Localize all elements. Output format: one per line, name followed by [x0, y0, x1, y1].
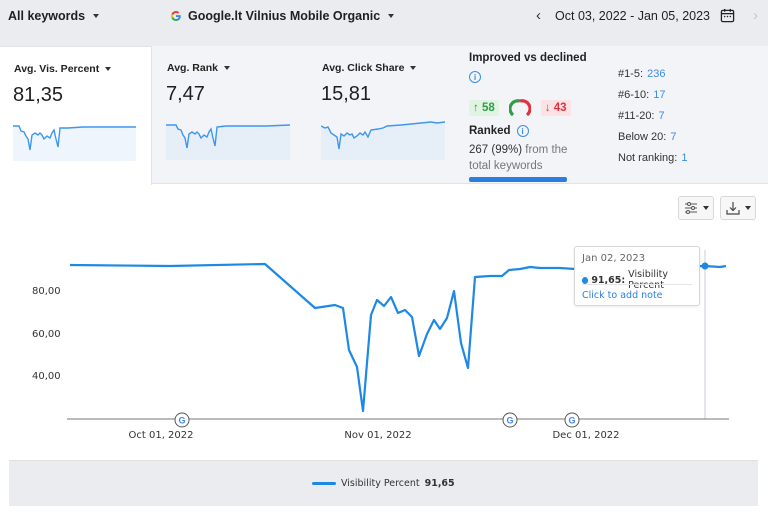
calendar-icon[interactable] [720, 8, 735, 23]
google-update-marker: G [174, 412, 190, 428]
hover-point-marker [701, 262, 709, 270]
metric-card-click-share[interactable]: Avg. Click Share 15,81 [308, 46, 460, 184]
ranked-count: 267 (99%) [469, 144, 523, 156]
chevron-down-icon [702, 206, 709, 210]
distribution-label: #1-5: [618, 68, 644, 80]
rank-distribution: #1-5: 236 #6-10: 17 #11-20: 7 Below 20: 7 No… [618, 68, 687, 173]
metric-cards: Avg. Vis. Percent 81,35 Avg. Rank 7,47 A… [0, 46, 768, 185]
svg-text:G: G [178, 416, 185, 426]
chart-settings-button[interactable] [678, 196, 714, 220]
chevron-down-icon [223, 66, 230, 70]
metric-label-dropdown[interactable]: Avg. Rank [167, 62, 230, 74]
distribution-label: Below 20: [618, 131, 667, 143]
declined-badge[interactable]: ↓ 43 [540, 100, 571, 116]
sparkline-avg-rank [166, 124, 290, 160]
ranked-suffix: from the total keywords [469, 144, 568, 172]
legend-item-visibility[interactable]: Visibility Percent 91,65 [312, 478, 455, 489]
distribution-row: #11-20: 7 [618, 110, 687, 131]
chart-plot-area: G G G [67, 250, 729, 428]
ranked-progress-bar [469, 177, 567, 182]
date-range-nav: ‹ Oct 03, 2022 - Jan 05, 2023 › [536, 8, 758, 23]
metric-label: Avg. Rank [167, 62, 218, 74]
improved-vs-declined-panel: Improved vs declined i ↑ 58 ↓ 43 [469, 52, 599, 117]
distribution-value[interactable]: 7 [670, 131, 677, 143]
distribution-value[interactable]: 1 [681, 152, 688, 164]
chevron-down-icon [388, 14, 395, 18]
add-note-link[interactable]: Click to add note [582, 290, 663, 301]
svg-text:G: G [568, 416, 575, 426]
keywords-filter-label: All keywords [8, 9, 86, 23]
sliders-icon [684, 202, 697, 214]
google-update-marker: G [564, 412, 580, 428]
metric-value: 7,47 [166, 83, 205, 105]
chevron-down-icon [93, 14, 100, 18]
improved-declined-gauge-icon [508, 99, 531, 117]
next-period-button[interactable]: › [753, 7, 758, 24]
chevron-down-icon [744, 206, 751, 210]
x-tick: Oct 01, 2022 [128, 430, 194, 441]
metric-value: 15,81 [321, 83, 372, 105]
info-icon[interactable]: i [516, 125, 529, 137]
google-icon [171, 11, 181, 21]
sparkline-click-share [321, 121, 445, 160]
google-update-marker: G [502, 412, 518, 428]
chevron-down-icon [410, 66, 417, 70]
tooltip-value-row: 91,65: Visibility Percent [582, 269, 699, 291]
tooltip-series: Visibility Percent [628, 269, 668, 291]
legend-swatch [312, 482, 336, 485]
x-tick: Dec 01, 2022 [552, 430, 620, 441]
info-icon[interactable]: i [469, 71, 481, 83]
tooltip-date: Jan 02, 2023 [582, 253, 646, 264]
improved-vs-declined-title: Improved vs declined [469, 52, 587, 64]
declined-count: 43 [553, 102, 567, 114]
tooltip-value: 91,65: [591, 274, 626, 286]
distribution-label: Not ranking: [618, 152, 678, 164]
metric-card-avg-rank[interactable]: Avg. Rank 7,47 [153, 46, 307, 184]
distribution-value[interactable]: 17 [653, 89, 666, 101]
y-tick: 40,00 [32, 371, 61, 382]
ranked-title: Ranked [469, 125, 511, 137]
y-tick: 80,00 [32, 286, 61, 297]
download-button[interactable] [720, 196, 756, 220]
distribution-value[interactable]: 7 [658, 110, 665, 122]
ranked-panel: Ranked i 267 (99%) from the total keyword… [469, 125, 589, 174]
legend-series-name: Visibility Percent [341, 478, 420, 489]
distribution-row: #6-10: 17 [618, 89, 687, 110]
chevron-down-icon [105, 67, 112, 71]
distribution-row: #1-5: 236 [618, 68, 687, 89]
chart-tooltip: Jan 02, 2023 91,65: Visibility Percent C… [574, 246, 700, 306]
chart-legend: Visibility Percent 91,65 [9, 460, 758, 506]
date-range-label[interactable]: Oct 03, 2022 - Jan 05, 2023 [555, 8, 710, 23]
legend-series-value: 91,65 [424, 478, 455, 489]
metric-value: 81,35 [13, 84, 64, 106]
prev-period-button[interactable]: ‹ [536, 7, 542, 24]
distribution-row: Not ranking: 1 [618, 152, 687, 173]
metric-label-dropdown[interactable]: Avg. Click Share [322, 62, 417, 74]
series-dot-icon [582, 276, 589, 284]
improved-badge[interactable]: ↑ 58 [469, 100, 499, 116]
keywords-filter-dropdown[interactable]: All keywords [8, 9, 100, 23]
metric-label-dropdown[interactable]: Avg. Vis. Percent [14, 63, 112, 75]
sparkline-vis-percent [13, 125, 136, 161]
download-icon [725, 202, 740, 215]
metric-label: Avg. Click Share [322, 62, 405, 74]
metric-label: Avg. Vis. Percent [14, 63, 100, 75]
metric-card-vis-percent[interactable]: Avg. Vis. Percent 81,35 [0, 46, 152, 185]
top-bar: All keywords Google.lt Vilnius Mobile Or… [0, 0, 768, 46]
distribution-value[interactable]: 236 [647, 68, 666, 80]
distribution-row: Below 20: 7 [618, 131, 687, 152]
search-engine-label: Google.lt Vilnius Mobile Organic [188, 9, 381, 23]
svg-text:G: G [506, 416, 513, 426]
x-tick: Nov 01, 2022 [344, 430, 412, 441]
distribution-label: #6-10: [618, 89, 650, 101]
tooltip-divider [582, 284, 692, 285]
y-tick: 60,00 [32, 329, 61, 340]
visibility-series-line [69, 262, 727, 413]
improved-count: 58 [481, 102, 495, 114]
distribution-label: #11-20: [618, 110, 655, 122]
visibility-line-chart[interactable]: 80,00 60,00 40,00 G G G Oct 01, 2022 Nov… [0, 225, 768, 450]
search-engine-dropdown[interactable]: Google.lt Vilnius Mobile Organic [170, 9, 395, 23]
